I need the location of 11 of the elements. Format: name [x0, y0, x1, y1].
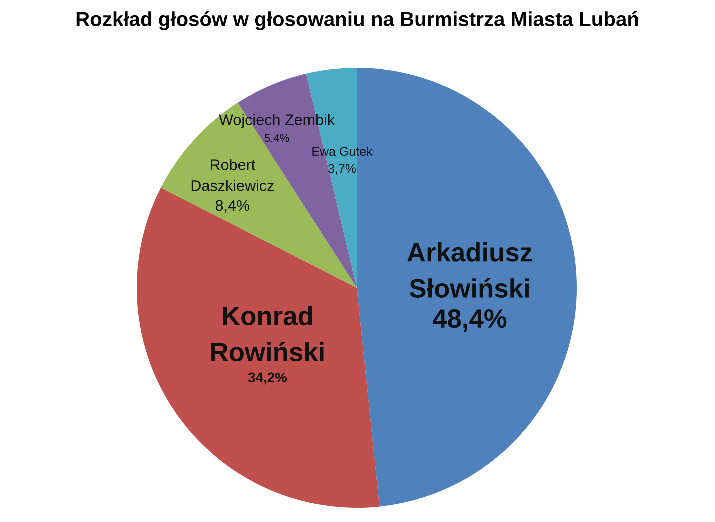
slice-label: Robert Daszkiewicz — [192, 159, 274, 192]
slice-label: Arkadiusz Słowiński — [408, 242, 532, 298]
data-label: 5,4% — [264, 134, 290, 144]
data-label: 34,2% — [248, 372, 288, 385]
chart-title: Rozkład głosów w głosowaniu na Burmistrza Miasta Lubań — [76, 11, 638, 31]
data-label: 3,7% — [328, 164, 356, 175]
data-label: 48,4% — [432, 309, 507, 332]
slice-label: Wojciech Zembik — [219, 114, 336, 128]
data-label: 8,4% — [216, 200, 250, 213]
slice-label: Konrad Rowiński — [212, 306, 324, 362]
slice-label: Ewa Gutek — [312, 146, 373, 156]
